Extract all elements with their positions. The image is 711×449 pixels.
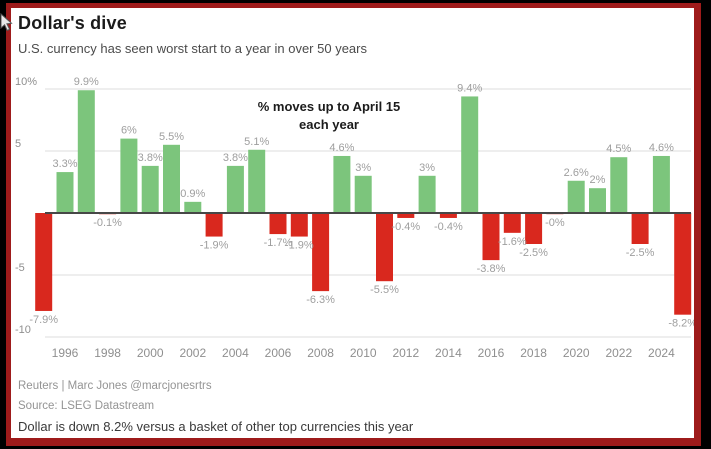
bar-label-2020: 2.6% [564, 167, 589, 179]
bar-2023 [631, 213, 649, 244]
bar-2011 [376, 213, 393, 282]
bar-label-2014: -0.4% [434, 221, 463, 233]
x-tick-2020: 2020 [563, 346, 590, 360]
x-tick-2010: 2010 [350, 346, 377, 360]
bar-2016 [482, 213, 500, 261]
bar-label-2008: -6.3% [306, 294, 335, 306]
bar-label-2018: -2.5% [519, 247, 548, 259]
bar-label-2007: -1.9% [285, 240, 314, 252]
bar-2001 [163, 144, 180, 213]
x-tick-2018: 2018 [520, 346, 547, 360]
x-tick-2004: 2004 [222, 346, 249, 360]
bar-2006 [269, 213, 287, 235]
footer-credit: Reuters | Marc Jones @marcjonesrtrs [18, 380, 212, 392]
bar-label-2016: -3.8% [477, 263, 506, 275]
bar-label-2003: -1.9% [200, 240, 229, 252]
mouse-cursor-icon [0, 13, 13, 32]
bar-label-1996: 3.3% [52, 158, 77, 170]
bar-label-2011: -5.5% [370, 284, 399, 296]
bar-2020 [567, 180, 585, 213]
bar-label-1995: -7.9% [29, 314, 58, 326]
bar-label-2000: 3.8% [138, 152, 163, 164]
annotation-line-2: each year [299, 117, 359, 132]
chart-card: 10% 5 -5 -10 -7.9% 3.3% 9.9% -0.1% 6% 3.8% 5.5% 0.9… [6, 3, 701, 446]
chart-subtitle: U.S. currency has seen worst start to a … [18, 41, 367, 56]
bar-label-2025: -8.2% [668, 318, 694, 330]
bar-2013 [418, 175, 436, 213]
bar-label-2022: 4.5% [606, 143, 631, 155]
x-tick-2002: 2002 [179, 346, 206, 360]
bar-2014 [439, 213, 457, 218]
bar-1997 [77, 90, 95, 213]
y-tick-label--10: -10 [15, 324, 31, 336]
x-tick-2008: 2008 [307, 346, 334, 360]
bar-2008 [312, 213, 330, 292]
bar-2018 [525, 213, 543, 244]
x-tick-2000: 2000 [137, 346, 164, 360]
bar-label-2005: 5.1% [244, 136, 269, 148]
x-tick-2022: 2022 [605, 346, 632, 360]
bar-label-2010: 3% [355, 162, 371, 174]
bar-label-2024: 4.6% [649, 142, 674, 154]
bar-2022 [610, 157, 628, 213]
bar-label-1998: -0.1% [93, 217, 122, 229]
footer-note: Dollar is down 8.2% versus a basket of o… [18, 419, 414, 434]
bar-label-2009: 4.6% [329, 142, 354, 154]
bar-2015 [461, 96, 479, 213]
bar-label-2021: 2% [590, 174, 606, 186]
bar-2005 [248, 149, 266, 213]
bar-1996 [56, 172, 74, 213]
bar-2004 [226, 165, 244, 213]
bar-label-2001: 5.5% [159, 131, 184, 143]
x-tick-2012: 2012 [392, 346, 419, 360]
bar-2009 [333, 155, 351, 213]
bar-label-1999: 6% [121, 125, 137, 137]
y-tick-label-5: 5 [15, 138, 21, 150]
bar-label-2004: 3.8% [223, 152, 248, 164]
bar-label-1997: 9.9% [74, 76, 99, 88]
bar-2024 [652, 155, 670, 213]
y-tick-label--5: -5 [15, 262, 25, 274]
bar-label-2006: -1.7% [264, 237, 293, 249]
x-tick-2016: 2016 [478, 346, 505, 360]
x-tick-2014: 2014 [435, 346, 462, 360]
bar-2021 [589, 188, 606, 213]
annotation-line-1: % moves up to April 15 [258, 99, 401, 114]
bar-1999 [120, 138, 138, 213]
bar-label-2023: -2.5% [626, 247, 655, 259]
bar-2010 [354, 175, 372, 213]
bar-2025 [674, 213, 692, 315]
bar-1995 [35, 213, 53, 311]
bar-label-2015: 9.4% [457, 82, 482, 94]
bar-2002 [184, 201, 202, 213]
bar-2003 [205, 213, 223, 237]
bar-label-2017: -1.6% [498, 236, 527, 248]
x-tick-2024: 2024 [648, 346, 675, 360]
x-tick-1998: 1998 [94, 346, 121, 360]
y-tick-label-10: 10% [15, 76, 37, 88]
chart-title: Dollar's dive [18, 13, 127, 33]
bar-label-2013: 3% [419, 162, 435, 174]
bar-2017 [503, 213, 521, 233]
bar-2000 [141, 165, 159, 213]
footer-source: Source: LSEG Datastream [18, 400, 155, 412]
chart-svg: 10% 5 -5 -10-7.9% 3.3% 9.9% -0.1% 6% 3.8% 5.5% 0.9… [15, 76, 694, 360]
bar-label-2002: 0.9% [180, 188, 205, 200]
bar-label-2012: -0.4% [391, 221, 420, 233]
x-tick-1996: 1996 [52, 346, 79, 360]
bar-2012 [397, 213, 415, 218]
x-tick-2006: 2006 [265, 346, 292, 360]
bar-label-2019: -0% [545, 217, 565, 229]
bar-2007 [290, 213, 308, 237]
